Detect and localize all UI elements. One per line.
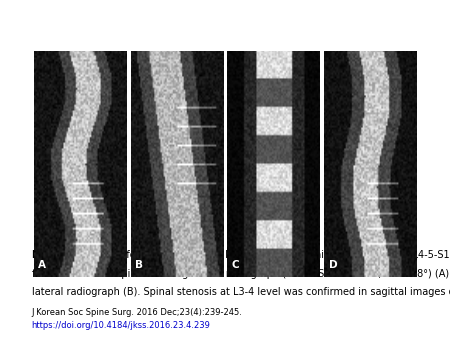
Text: D: D [328,260,337,270]
Text: https://doi.org/10.4184/jkss.2016.23.4.239: https://doi.org/10.4184/jkss.2016.23.4.2… [32,321,211,330]
Text: C: C [232,260,239,270]
Text: A: A [38,260,46,270]
Text: Fig. 5.: Fig. 5. [32,250,66,260]
Text: lateral radiograph (B). Spinal stenosis at L3-4 level was confirmed in sagittal : lateral radiograph (B). Spinal stenosis … [32,287,450,297]
Text: B: B [135,260,143,270]
Text: J Korean Soc Spine Surg. 2016 Dec;23(4):239-245.: J Korean Soc Spine Surg. 2016 Dec;23(4):… [32,308,243,317]
Text: found in a whole spine standing lateral radiograph (C7-S1 SVA = 13cm, PT = 28°) : found in a whole spine standing lateral … [32,269,450,279]
Text: A 67-year old female patient with bilateral buttock pain who underwent L4-5-S1 f: A 67-year old female patient with bilate… [55,250,450,260]
